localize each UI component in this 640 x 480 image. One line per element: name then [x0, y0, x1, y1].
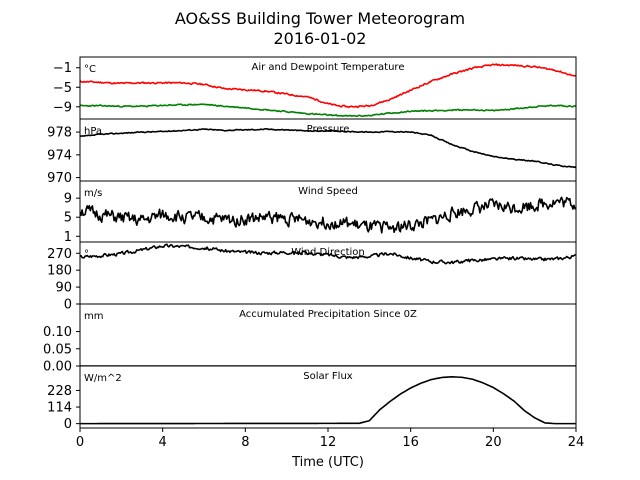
panel-solar_flux-series-0: [80, 375, 576, 425]
panel-pressure-background: [80, 119, 576, 181]
panel-wind_direction: 270 180 90 0 Wind Direction °: [47, 241, 577, 313]
panel-wind_direction-ytick-label: 180: [47, 264, 72, 279]
panel-wind_direction-ytick-label: 90: [55, 281, 72, 296]
panel-solar_flux-ytick-label: 228: [47, 384, 72, 399]
panel-wind_direction-title: Wind Direction: [291, 247, 365, 258]
panel-precipitation-unit: mm: [84, 311, 103, 322]
panel-pressure-unit: hPa: [84, 126, 102, 137]
x-tick-label: 24: [568, 435, 585, 450]
panel-pressure: 978 974 970 Pressure hPa: [47, 118, 577, 186]
panel-temperature-series-0: [80, 63, 576, 109]
panel-precipitation-ytick-label: 0.05: [43, 342, 72, 357]
x-tick-label: 16: [402, 435, 419, 450]
panel-wind_speed-ytick-label: 1: [64, 230, 72, 245]
panel-pressure-title: Pressure: [307, 124, 350, 135]
x-axis-label: Time (UTC): [291, 455, 364, 470]
x-tick-label: 20: [485, 435, 502, 450]
panel-precipitation-title: Accumulated Precipitation Since 0Z: [239, 309, 417, 320]
panel-wind_direction-ytick-label: 0: [64, 298, 72, 313]
panel-solar_flux-ytick-label: 0: [64, 417, 72, 432]
panel-temperature-series-1: [80, 103, 576, 118]
panel-wind_direction-background: [80, 242, 576, 304]
figure-subtitle: 2016-01-02: [274, 29, 367, 48]
panel-temperature-unit: °C: [84, 64, 96, 75]
x-axis: 0 4 8 12 16 20 24: [76, 428, 584, 450]
panel-temperature-ytick-label: −1: [53, 61, 72, 76]
panel-precipitation-ytick-label: 0.00: [43, 360, 72, 375]
panel-wind_direction-unit: °: [84, 249, 89, 260]
panel-temperature-ytick-label: −9: [53, 100, 72, 115]
panel-wind_direction-series-0: [80, 243, 576, 265]
panel-pressure-ytick-label: 978: [47, 126, 72, 141]
panel-solar_flux-ytick-label: 114: [47, 401, 72, 416]
panel-wind_speed-title: Wind Speed: [298, 186, 358, 197]
panel-solar_flux-background: [80, 366, 576, 428]
panel-temperature-ytick-label: −5: [53, 81, 72, 96]
panel-wind_speed-ytick-label: 5: [64, 211, 72, 226]
panel-wind_speed-unit: m/s: [84, 188, 102, 199]
panel-pressure-series-0: [80, 128, 576, 169]
figure-title: AO&SS Building Tower Meteorogram: [175, 9, 465, 28]
x-tick-label: 4: [159, 435, 167, 450]
panel-solar_flux-unit: W/m^2: [84, 373, 122, 384]
panel-precipitation-ytick-label: 0.10: [43, 325, 72, 340]
panel-wind_speed-ytick-label: 9: [64, 192, 72, 207]
panel-solar_flux-title: Solar Flux: [303, 371, 353, 382]
panel-precipitation: 0.10 0.05 0.00 Accumulated Precipitation Si…: [43, 303, 577, 375]
x-tick-label: 0: [76, 435, 84, 450]
panel-pressure-ytick-label: 970: [47, 171, 72, 186]
panel-temperature-title: Air and Dewpoint Temperature: [252, 62, 405, 73]
panel-pressure-ytick-label: 974: [47, 148, 72, 163]
panel-wind_direction-ytick-label: 270: [47, 247, 72, 262]
panel-wind_speed-series-0: [80, 196, 576, 234]
x-tick-label: 12: [320, 435, 337, 450]
panel-temperature: −1 −5 −9 Air and Dewpoint Temperature °C: [53, 56, 577, 120]
panel-wind_speed: 9 5 1 Wind Speed m/s: [64, 180, 577, 245]
panel-temperature-background: [80, 57, 576, 119]
panel-precipitation-background: [80, 304, 576, 366]
x-tick-label: 8: [241, 435, 249, 450]
